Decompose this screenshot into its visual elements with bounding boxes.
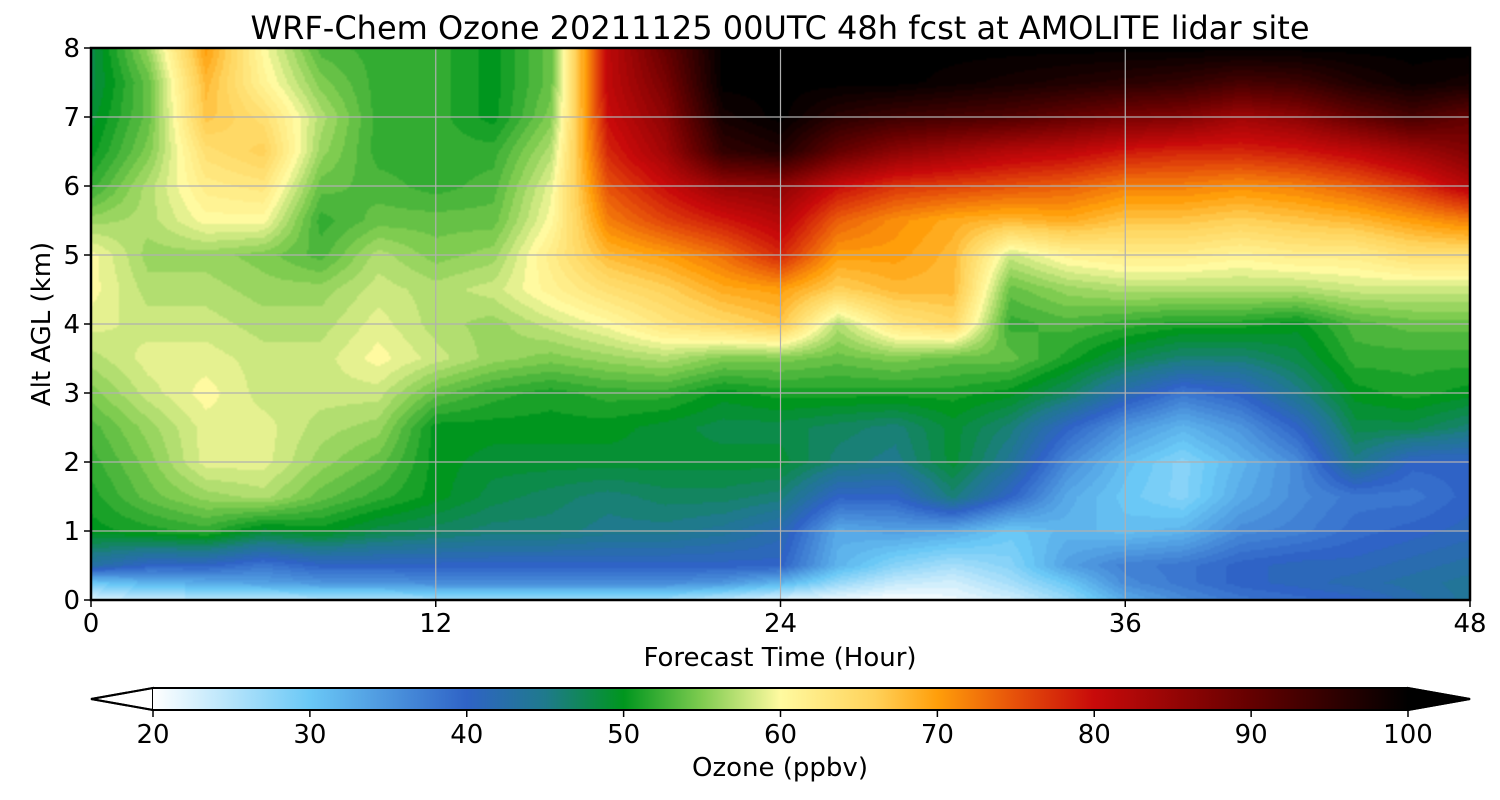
y-tick-label: 0: [63, 586, 80, 616]
colorbar-tick-label: 80: [1078, 720, 1111, 750]
colorbar-label: Ozone (ppbv): [692, 753, 868, 783]
y-tick-label: 7: [63, 103, 80, 133]
x-axis-label: Forecast Time (Hour): [643, 643, 916, 673]
colorbar-tick-label: 20: [136, 720, 169, 750]
y-tick-label: 5: [63, 241, 80, 271]
colorbar-tick-label: 30: [293, 720, 326, 750]
colorbar-tick-label: 100: [1383, 720, 1433, 750]
y-tick-label: 6: [63, 172, 80, 202]
y-tick-label: 1: [63, 517, 80, 547]
colorbar-ticks: 20 30 40 50 60 70 80 90 100: [136, 710, 1433, 750]
y-tick-label: 3: [63, 379, 80, 409]
colorbar-extend-low: [90, 686, 154, 712]
colorbar-tick-label: 50: [607, 720, 640, 750]
y-tick-label: 8: [63, 34, 80, 64]
x-tick-label: 36: [1109, 609, 1142, 639]
y-tick-label: 4: [63, 310, 80, 340]
x-axis-ticks: 0 12 24 36 48: [83, 600, 1487, 639]
colorbar-tick-label: 70: [921, 720, 954, 750]
colorbar-body: [153, 688, 1408, 710]
colorbar-tick-label: 60: [764, 720, 797, 750]
x-tick-label: 0: [83, 609, 100, 639]
y-axis-ticks: 0 1 2 3 4 5 6 7 8: [63, 34, 91, 616]
y-tick-label: 2: [63, 448, 80, 478]
colorbar-tick-label: 40: [450, 720, 483, 750]
chart-title: WRF-Chem Ozone 20211125 00UTC 48h fcst a…: [250, 9, 1309, 47]
colorbar-tick-label: 90: [1235, 720, 1268, 750]
y-axis-label: Alt AGL (km): [27, 242, 57, 406]
colorbar: 20 30 40 50 60 70 80 90 100 Ozone (ppbv): [90, 686, 1471, 783]
colorbar-extend-high: [1407, 686, 1471, 712]
x-tick-label: 24: [764, 609, 797, 639]
x-tick-label: 12: [419, 609, 452, 639]
x-tick-label: 48: [1453, 609, 1486, 639]
plot-area: [89, 46, 1472, 602]
